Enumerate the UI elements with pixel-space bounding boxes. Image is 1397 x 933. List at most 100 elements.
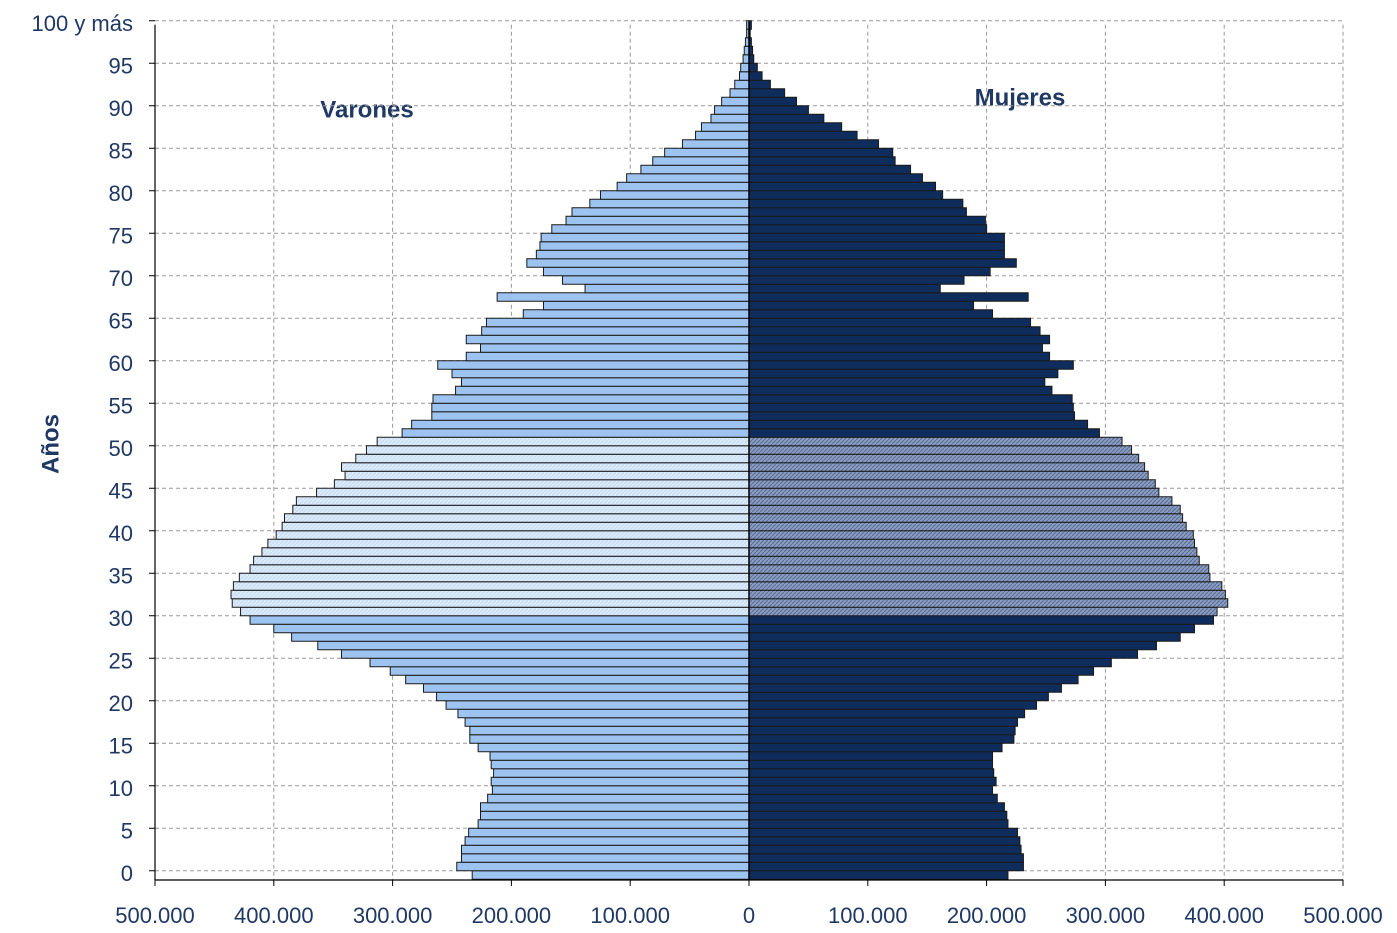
- bar: [748, 819, 1009, 829]
- bar: [748, 190, 944, 200]
- bar: [748, 164, 912, 175]
- bar: [738, 71, 750, 81]
- bar: [365, 445, 750, 455]
- bar: [748, 232, 1005, 243]
- bar: [748, 258, 1017, 268]
- bar: [748, 555, 1200, 566]
- bar: [748, 742, 1003, 753]
- bar: [748, 88, 786, 98]
- y-tick-label: 5: [121, 818, 133, 843]
- x-tick-label: 200.000: [947, 903, 1027, 928]
- bar: [748, 802, 1005, 812]
- bar: [469, 734, 750, 744]
- y-tick-label: 35: [109, 563, 133, 588]
- bar: [275, 530, 750, 540]
- x-tick-label: 0: [743, 903, 755, 928]
- bar: [748, 368, 1059, 379]
- y-tick-label: 55: [109, 393, 133, 418]
- bar: [489, 751, 750, 761]
- bar: [480, 810, 750, 821]
- bar: [748, 861, 1024, 872]
- bar: [283, 513, 750, 523]
- bar: [232, 581, 750, 591]
- bar: [748, 538, 1195, 549]
- bar: [436, 691, 750, 702]
- bar: [464, 717, 750, 727]
- bar: [437, 360, 750, 370]
- bar: [355, 453, 750, 464]
- bar: [748, 521, 1187, 532]
- x-tick-label: 100.000: [828, 903, 908, 928]
- y-tick-label: 0: [121, 861, 133, 886]
- bar: [422, 683, 750, 693]
- y-tick-label: 20: [109, 691, 133, 716]
- y-tick-label: 10: [109, 776, 133, 801]
- bar: [477, 742, 750, 753]
- bar: [461, 853, 750, 863]
- bar: [748, 122, 843, 132]
- bar: [748, 470, 1149, 481]
- bar: [261, 547, 750, 557]
- bar: [389, 666, 750, 676]
- y-tick-label: 80: [109, 181, 133, 206]
- bar: [748, 776, 997, 787]
- bar: [748, 96, 798, 107]
- bar: [748, 445, 1133, 455]
- bar: [748, 105, 809, 115]
- bar: [464, 836, 750, 846]
- bar: [748, 504, 1181, 515]
- bar: [748, 334, 1051, 345]
- y-tick-label: 90: [109, 96, 133, 121]
- bar: [341, 649, 750, 659]
- bar: [681, 139, 750, 149]
- bar: [748, 606, 1218, 617]
- bar: [748, 198, 964, 209]
- bar: [491, 785, 750, 795]
- bar: [748, 564, 1210, 574]
- bar: [748, 343, 1043, 353]
- y-tick-label: 15: [109, 733, 133, 758]
- bar: [748, 283, 941, 294]
- bar: [540, 232, 750, 243]
- bar: [710, 113, 750, 124]
- bar: [457, 708, 750, 719]
- bar: [589, 198, 750, 209]
- bar: [748, 572, 1211, 583]
- bar: [748, 462, 1146, 472]
- bar: [652, 156, 750, 166]
- bar: [748, 292, 1029, 302]
- bar: [748, 589, 1226, 600]
- bar: [565, 215, 750, 226]
- bar: [748, 266, 991, 277]
- bar: [729, 88, 750, 98]
- bar: [748, 453, 1140, 464]
- bar: [748, 300, 975, 311]
- bar: [487, 793, 750, 804]
- x-tick-label: 200.000: [472, 903, 552, 928]
- y-tick-label: 65: [109, 308, 133, 333]
- bar: [376, 436, 750, 447]
- bar: [748, 785, 994, 795]
- bar: [748, 674, 1079, 685]
- bar: [539, 241, 750, 251]
- y-tick-label: 40: [109, 521, 133, 546]
- bar: [748, 139, 879, 149]
- bar: [748, 147, 894, 158]
- y-tick-label: 70: [109, 266, 133, 291]
- bar: [748, 351, 1051, 362]
- bar: [445, 700, 750, 710]
- bar: [748, 402, 1074, 413]
- y-tick-label: 25: [109, 648, 133, 673]
- bar: [748, 113, 825, 124]
- bar: [748, 598, 1229, 608]
- bar: [542, 266, 750, 277]
- bar: [477, 819, 750, 829]
- bar: [281, 521, 750, 532]
- bar: [748, 487, 1160, 498]
- bar: [496, 292, 750, 302]
- bar: [295, 496, 750, 506]
- bar: [748, 173, 923, 183]
- bar: [748, 224, 988, 234]
- bar: [748, 326, 1041, 336]
- bar: [748, 394, 1073, 404]
